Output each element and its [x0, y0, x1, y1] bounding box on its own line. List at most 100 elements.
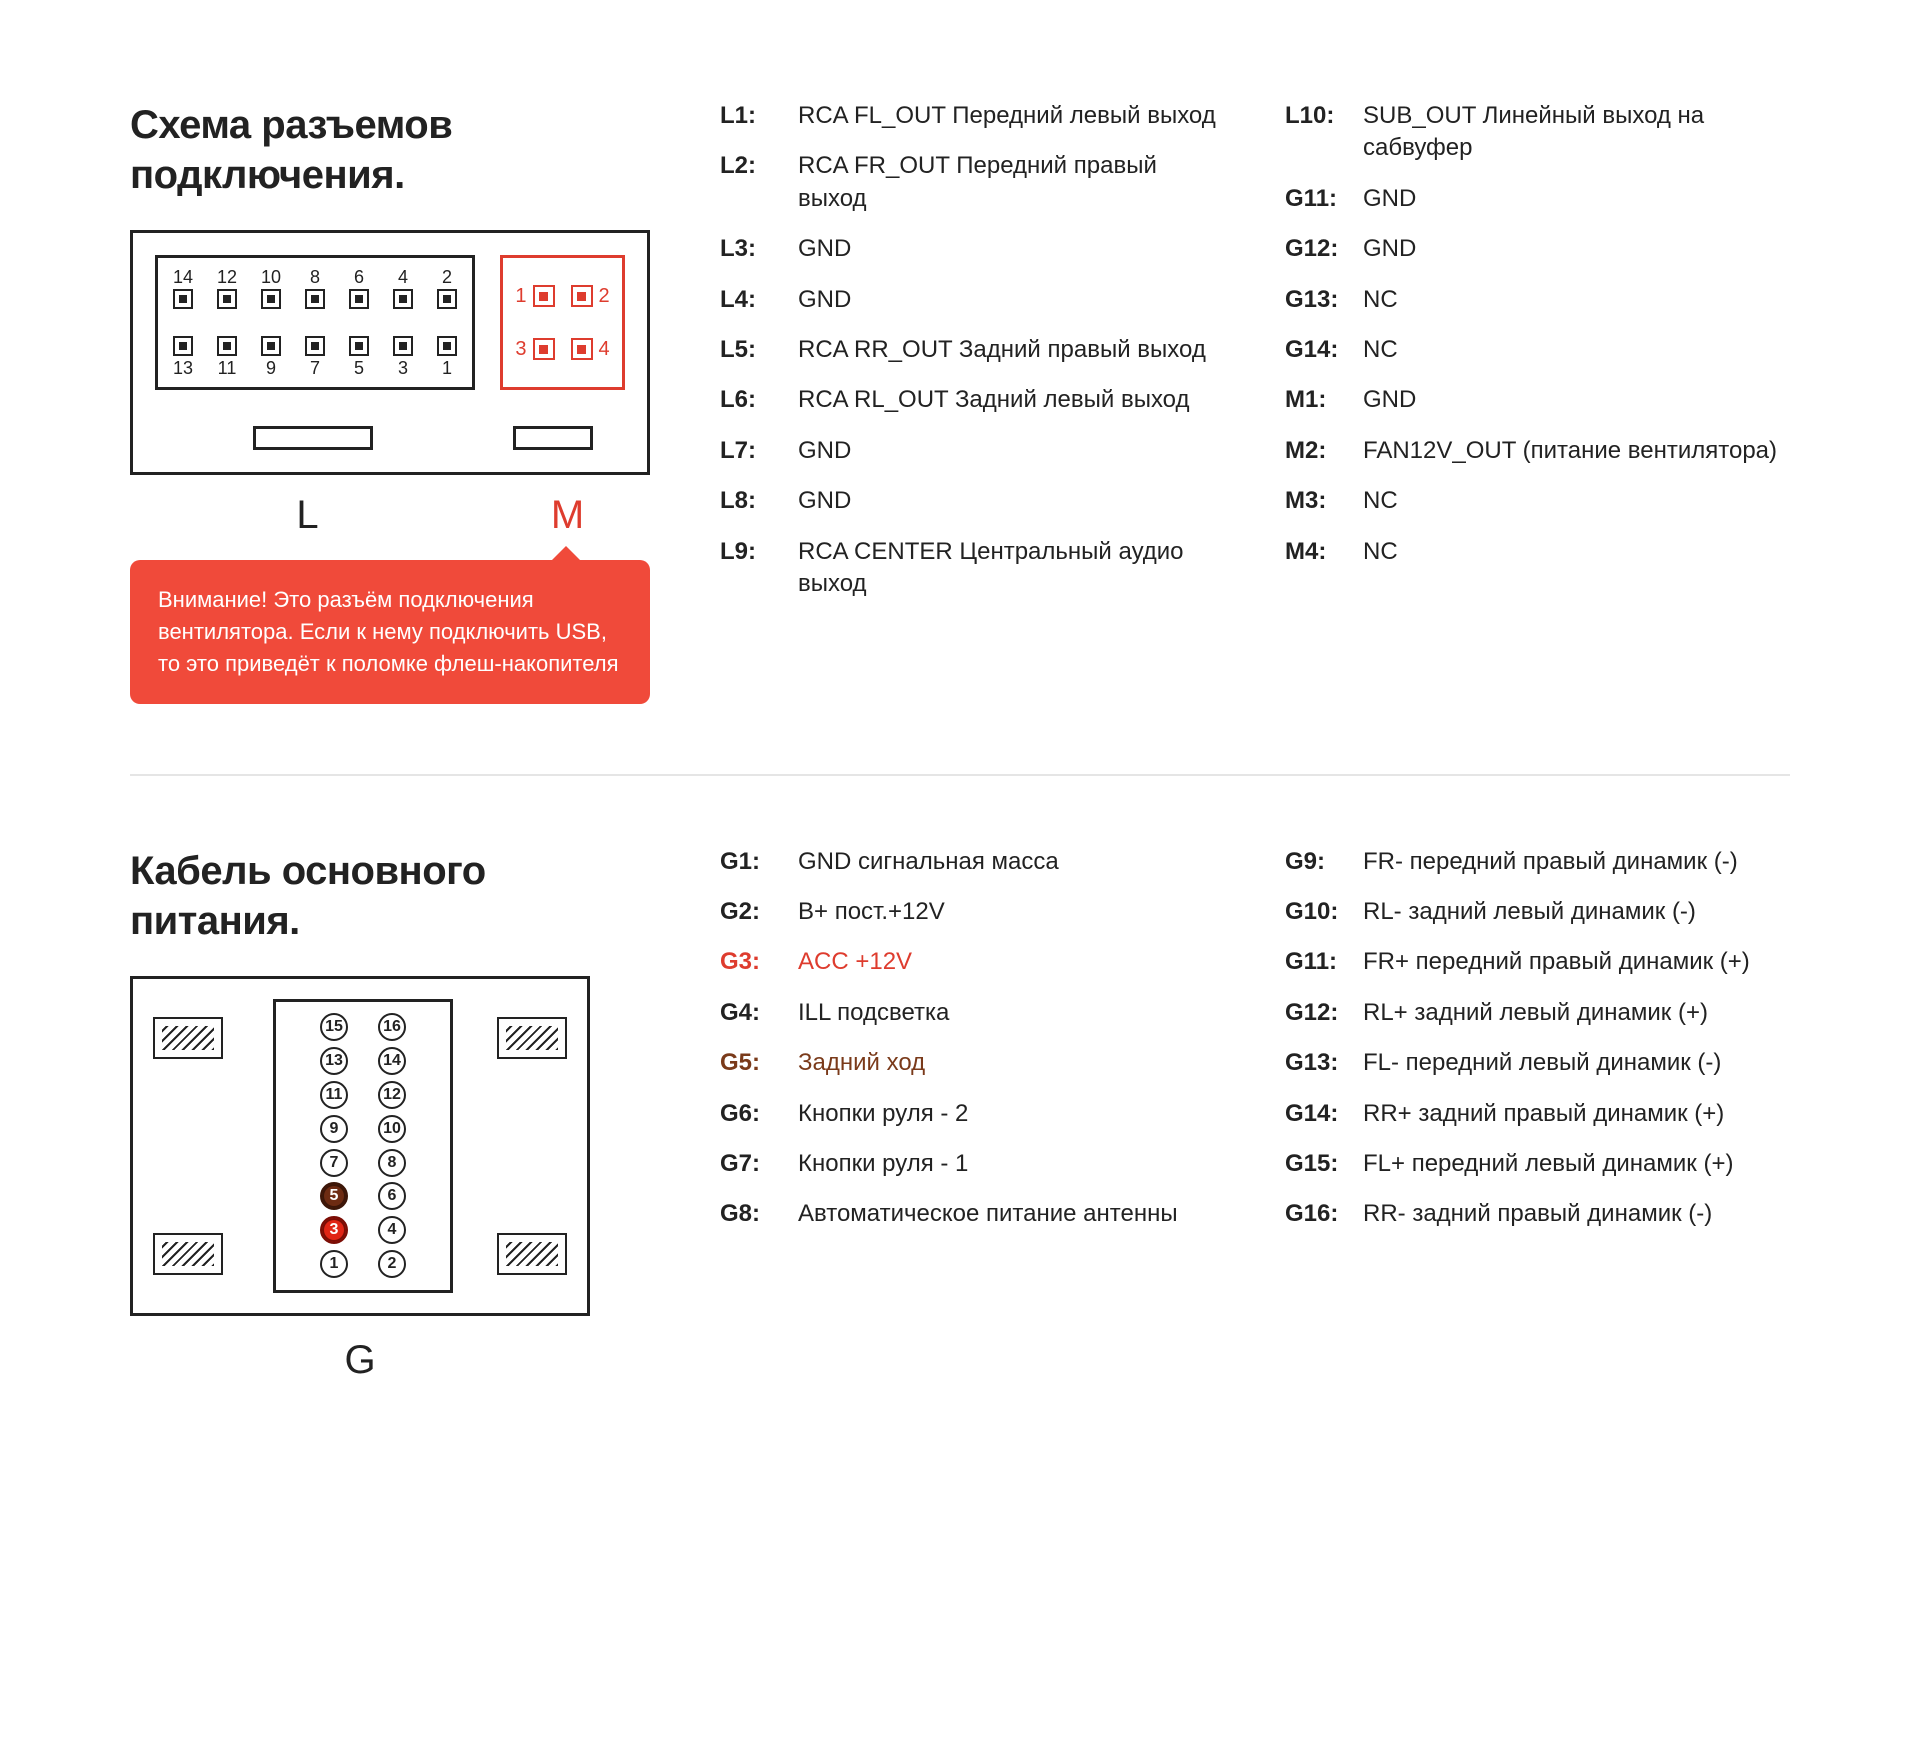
pin-row: G3:ACC +12V: [720, 946, 1225, 978]
pin-row: L4:GND: [720, 284, 1225, 316]
section1-left: Схема разъемов подключения. 141210864213…: [130, 100, 650, 704]
connector-g-pin: 10: [378, 1115, 406, 1143]
pin-label: G3:: [720, 946, 798, 978]
pin-row: G6:Кнопки руля - 2: [720, 1098, 1225, 1130]
connector-l-pin: 4: [385, 268, 421, 318]
pin-label: G14:: [1285, 1098, 1363, 1130]
connector-g-pin: 16: [378, 1013, 406, 1041]
diagram-slot: [253, 426, 373, 450]
pin-label: L2:: [720, 150, 798, 215]
pin-row: M1:GND: [1285, 384, 1790, 416]
connector-g-pin: 7: [320, 1149, 348, 1177]
diagram-side-block: [497, 1233, 567, 1275]
connector-g-pin: 11: [320, 1081, 348, 1109]
pin-label: G8:: [720, 1198, 798, 1230]
pin-label: L8:: [720, 485, 798, 517]
diagram-lm: 1412108642131197531 1234 L M: [130, 230, 650, 538]
pin-desc: RL- задний левый динамик (-): [1363, 896, 1790, 928]
pin-desc: RL+ задний левый динамик (+): [1363, 997, 1790, 1029]
pin-desc: FL- передний левый динамик (-): [1363, 1047, 1790, 1079]
connector-l-pin: 6: [341, 268, 377, 318]
pin-label: M2:: [1285, 435, 1363, 467]
connector-m-label: M: [485, 493, 650, 538]
connector-l-pin: 10: [253, 268, 289, 318]
pin-row: G13:FL- передний левый динамик (-): [1285, 1047, 1790, 1079]
pin-row: G7:Кнопки руля - 1: [720, 1148, 1225, 1180]
pin-desc: RCA FL_OUT Передний левый выход: [798, 100, 1225, 132]
pin-desc: GND: [798, 435, 1225, 467]
pin-label: G2:: [720, 896, 798, 928]
section2-pins-col1: G1:GND сигнальная массаG2:B+ пост.+12VG3…: [720, 846, 1225, 1383]
pin-row: G8:Автоматическое питание антенны: [720, 1198, 1225, 1230]
pin-desc: NC: [1363, 536, 1790, 568]
connector-g-pin: 14: [378, 1047, 406, 1075]
connector-m-pin: 2: [571, 281, 615, 311]
pin-label: M4:: [1285, 536, 1363, 568]
pin-desc: NC: [1363, 284, 1790, 316]
diagram-lm-outer: 1412108642131197531 1234: [130, 230, 650, 475]
pin-desc: ILL подсветка: [798, 997, 1225, 1029]
pin-label: G9:: [1285, 846, 1363, 878]
connector-g-pin: 8: [378, 1149, 406, 1177]
section1-pins-col1: L1:RCA FL_OUT Передний левый выходL2:RCA…: [720, 100, 1225, 704]
pin-row: M3:NC: [1285, 485, 1790, 517]
pin-row: G12:GND: [1285, 233, 1790, 265]
pin-row: L3:GND: [720, 233, 1225, 265]
pin-desc: Автоматическое питание антенны: [798, 1198, 1225, 1230]
pin-label: G13:: [1285, 284, 1363, 316]
pin-row: G12:RL+ задний левый динамик (+): [1285, 997, 1790, 1029]
pin-label: G10:: [1285, 896, 1363, 928]
pin-desc: NC: [1363, 334, 1790, 366]
connector-m-pin: 3: [511, 334, 555, 364]
pin-row: L1:RCA FL_OUT Передний левый выход: [720, 100, 1225, 132]
pin-desc: FL+ передний левый динамик (+): [1363, 1148, 1790, 1180]
connector-l-pin: 14: [165, 268, 201, 318]
pin-desc: GND: [1363, 183, 1790, 215]
diagram-side-block: [153, 1233, 223, 1275]
section1-pins-col2: L10:SUB_OUT Линейный выход на сабвуферG1…: [1285, 100, 1790, 704]
diagram-g-outer: 12345678910111213141516: [130, 976, 590, 1316]
pin-label: L9:: [720, 536, 798, 601]
pin-row: G4:ILL подсветка: [720, 997, 1225, 1029]
pin-row: G2:B+ пост.+12V: [720, 896, 1225, 928]
pin-row: M2:FAN12V_OUT (питание вентилятора): [1285, 435, 1790, 467]
pin-label: G6:: [720, 1098, 798, 1130]
pin-row: G11:FR+ передний правый динамик (+): [1285, 946, 1790, 978]
diagram-side-block: [497, 1017, 567, 1059]
connector-m: 1234: [500, 255, 625, 390]
pin-label: L4:: [720, 284, 798, 316]
pin-desc: GND: [798, 485, 1225, 517]
pin-row: G11:GND: [1285, 183, 1790, 215]
pin-label: G11:: [1285, 946, 1363, 978]
pin-desc: RCA CENTER Центральный аудио выход: [798, 536, 1225, 601]
pin-row: G9:FR- передний правый динамик (-): [1285, 846, 1790, 878]
pin-label: M3:: [1285, 485, 1363, 517]
pin-row: G13:NC: [1285, 284, 1790, 316]
pin-desc: Кнопки руля - 2: [798, 1098, 1225, 1130]
pin-label: L3:: [720, 233, 798, 265]
pin-desc: GND сигнальная масса: [798, 846, 1225, 878]
pin-desc: GND: [798, 233, 1225, 265]
pin-label: G12:: [1285, 997, 1363, 1029]
pin-label: L6:: [720, 384, 798, 416]
diagram-side-block: [153, 1017, 223, 1059]
connector-l-pin: 11: [209, 327, 245, 377]
pin-desc: SUB_OUT Линейный выход на сабвуфер: [1363, 100, 1790, 165]
warning-box: Внимание! Это разъём подключения вентиля…: [130, 560, 650, 704]
section1-pinlists: L1:RCA FL_OUT Передний левый выходL2:RCA…: [720, 100, 1790, 704]
pin-row: L7:GND: [720, 435, 1225, 467]
diagram-lm-labels: L M: [130, 493, 650, 538]
pin-row: G14:NC: [1285, 334, 1790, 366]
pin-label: G4:: [720, 997, 798, 1029]
pin-label: G7:: [720, 1148, 798, 1180]
connector-g-pin: 15: [320, 1013, 348, 1041]
pin-desc: FAN12V_OUT (питание вентилятора): [1363, 435, 1790, 467]
pin-row: L2:RCA FR_OUT Передний правый выход: [720, 150, 1225, 215]
pin-row: G15:FL+ передний левый динамик (+): [1285, 1148, 1790, 1180]
pin-desc: GND: [1363, 384, 1790, 416]
pin-row: L6:RCA RL_OUT Задний левый выход: [720, 384, 1225, 416]
section-power-cable: Кабель основного питания. 12345678910111…: [130, 774, 1790, 1383]
pin-desc: NC: [1363, 485, 1790, 517]
pin-row: L9:RCA CENTER Центральный аудио выход: [720, 536, 1225, 601]
connector-l-pin: 5: [341, 327, 377, 377]
